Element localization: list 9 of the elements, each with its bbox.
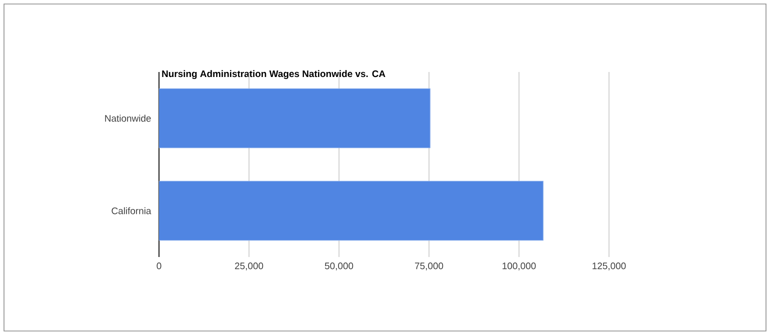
x-tick-label: 50,000 bbox=[324, 262, 354, 270]
y-tick-label: California bbox=[112, 207, 152, 214]
x-tick-label: 25,000 bbox=[235, 262, 264, 270]
x-tick-label: 100,000 bbox=[502, 262, 536, 270]
x-tick-label: 0 bbox=[156, 262, 162, 270]
chart-title: Nursing Administration Wages Nationwide vs. CA bbox=[162, 70, 386, 79]
y-tick-label: Nationwide bbox=[105, 114, 151, 122]
x-tick-label: 125,000 bbox=[592, 262, 626, 270]
x-tick-label: 75,000 bbox=[415, 262, 444, 270]
